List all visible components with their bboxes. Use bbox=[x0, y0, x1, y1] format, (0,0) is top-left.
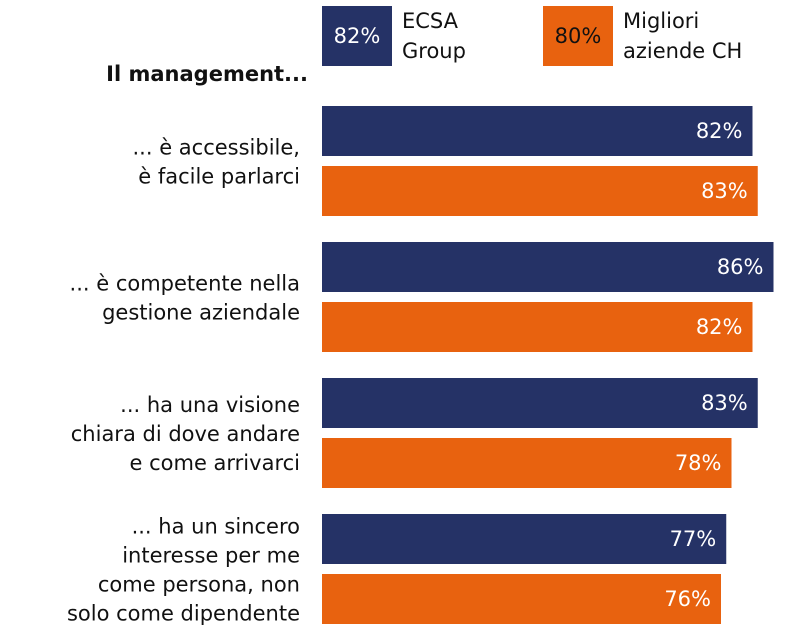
bar bbox=[322, 514, 727, 564]
legend-swatch bbox=[322, 6, 392, 66]
legend-total: 82% bbox=[334, 24, 381, 48]
value-label: 83% bbox=[701, 179, 748, 203]
legend-label: Migliori aziende CH bbox=[623, 9, 743, 63]
legend-label: ECSA Group bbox=[402, 9, 466, 63]
value-label: 86% bbox=[717, 255, 764, 279]
category-label: ... è accessibile, bbox=[133, 136, 301, 160]
value-label: 82% bbox=[696, 315, 743, 339]
bar bbox=[322, 166, 758, 216]
legend-total: 80% bbox=[555, 24, 602, 48]
bar bbox=[322, 574, 721, 624]
value-label: 76% bbox=[664, 587, 711, 611]
value-label: 82% bbox=[696, 119, 743, 143]
category-label: e come arrivarci bbox=[130, 451, 301, 475]
value-label: 77% bbox=[670, 527, 717, 551]
value-label: 83% bbox=[701, 391, 748, 415]
category-label: come persona, non bbox=[98, 573, 300, 597]
bar bbox=[322, 242, 774, 292]
chart-title: Il management... bbox=[106, 62, 308, 86]
category-label: solo come dipendente bbox=[67, 602, 300, 626]
legend-swatch bbox=[543, 6, 613, 66]
category-label: ... è competente nella bbox=[70, 272, 300, 296]
category-label: ... ha una visione bbox=[120, 393, 300, 417]
bar bbox=[322, 106, 753, 156]
bar bbox=[322, 302, 753, 352]
category-label: è facile parlarci bbox=[138, 165, 300, 189]
value-label: 78% bbox=[675, 451, 722, 475]
bar bbox=[322, 378, 758, 428]
category-label: chiara di dove andare bbox=[71, 422, 300, 446]
category-label: interesse per me bbox=[122, 544, 300, 568]
category-label: gestione aziendale bbox=[102, 301, 300, 325]
category-label: ... ha un sincero bbox=[132, 515, 300, 539]
bar bbox=[322, 438, 732, 488]
